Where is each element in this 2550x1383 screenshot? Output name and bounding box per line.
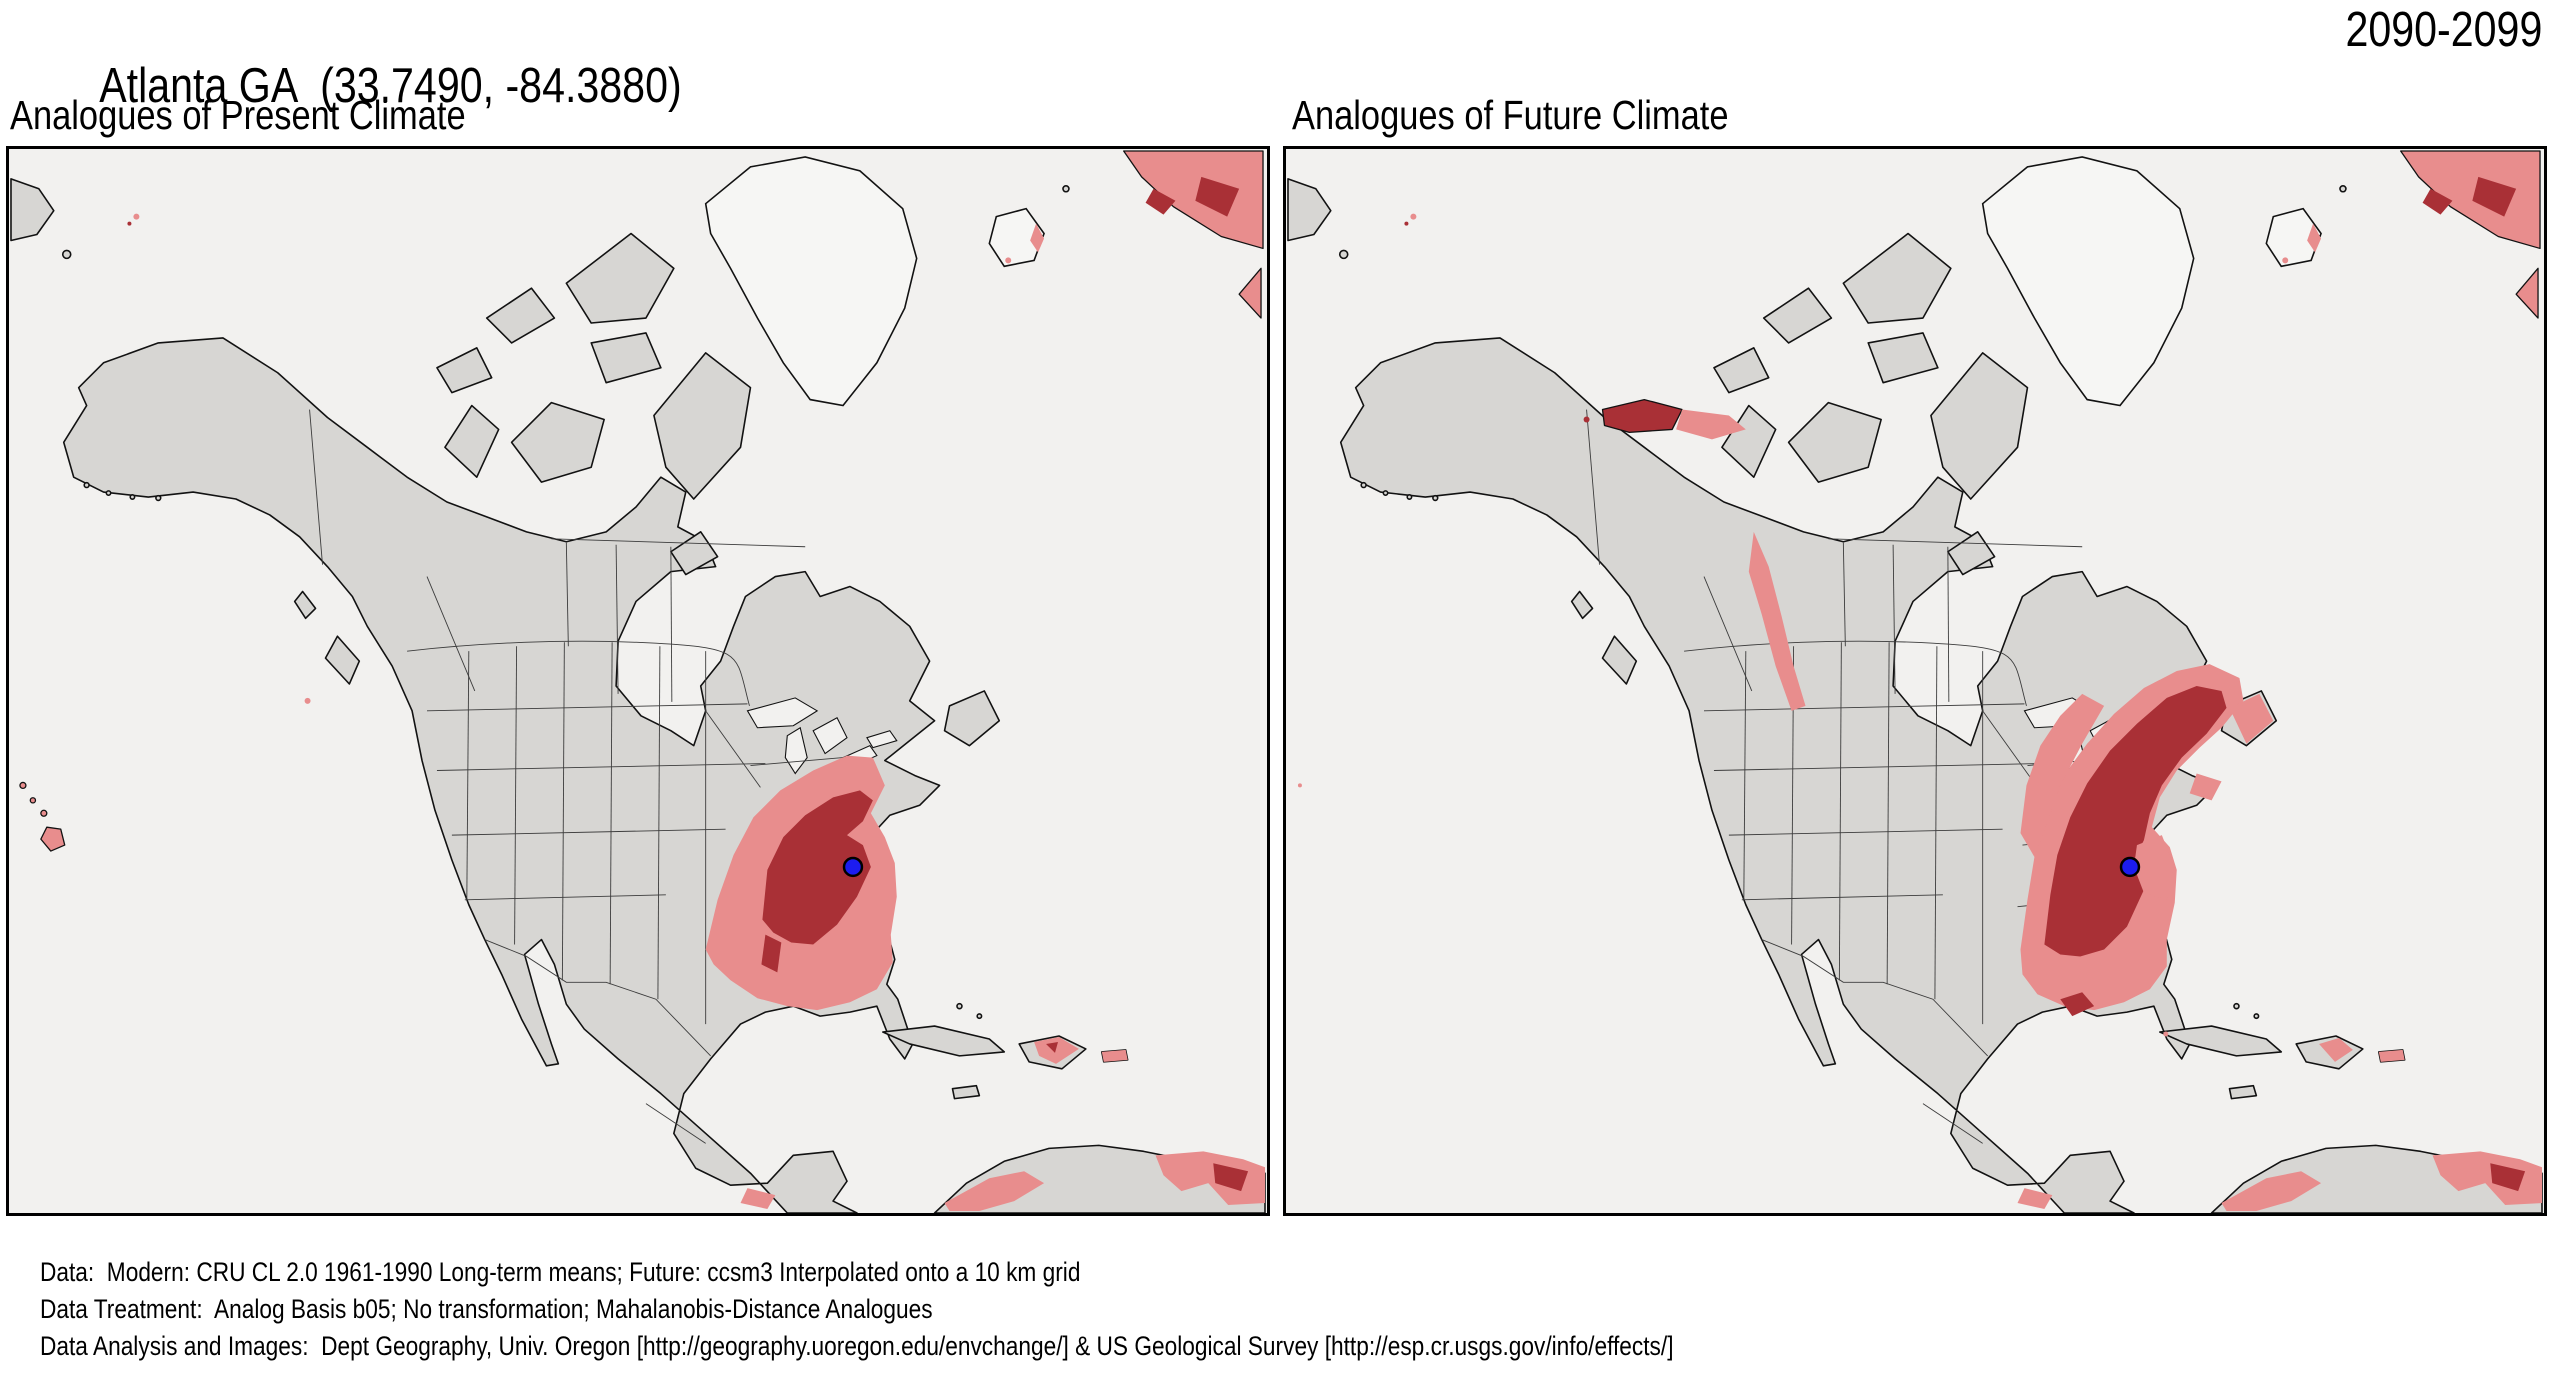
footer-data-credits: Data Analysis and Images: Dept Geography… <box>40 1331 1674 1361</box>
analog-overlay-present <box>19 150 1266 1212</box>
panel-title-present: Analogues of Present Climate <box>10 92 466 138</box>
map-future-climate <box>1283 146 2547 1216</box>
location-label: Atlanta GA <box>99 59 299 113</box>
panel-title-future: Analogues of Future Climate <box>1292 92 1729 138</box>
period-label: 2090-2099 <box>2345 3 2542 57</box>
analog-overlay-future <box>1297 150 2543 1212</box>
coordinates-label: (33.7490, -84.3880) <box>320 59 682 113</box>
footer-data-source: Data: Modern: CRU CL 2.0 1961-1990 Long-… <box>40 1257 1081 1287</box>
map-present-climate <box>6 146 1270 1216</box>
atlanta-marker <box>2119 856 2141 878</box>
titlebar: Atlanta GA (33.7490, -84.3880) 2090-2099 <box>10 0 2542 113</box>
atlanta-marker <box>842 856 864 878</box>
footer-data-treatment: Data Treatment: Analog Basis b05; No tra… <box>40 1294 933 1324</box>
page-title: Atlanta GA (33.7490, -84.3880) <box>10 2 810 170</box>
